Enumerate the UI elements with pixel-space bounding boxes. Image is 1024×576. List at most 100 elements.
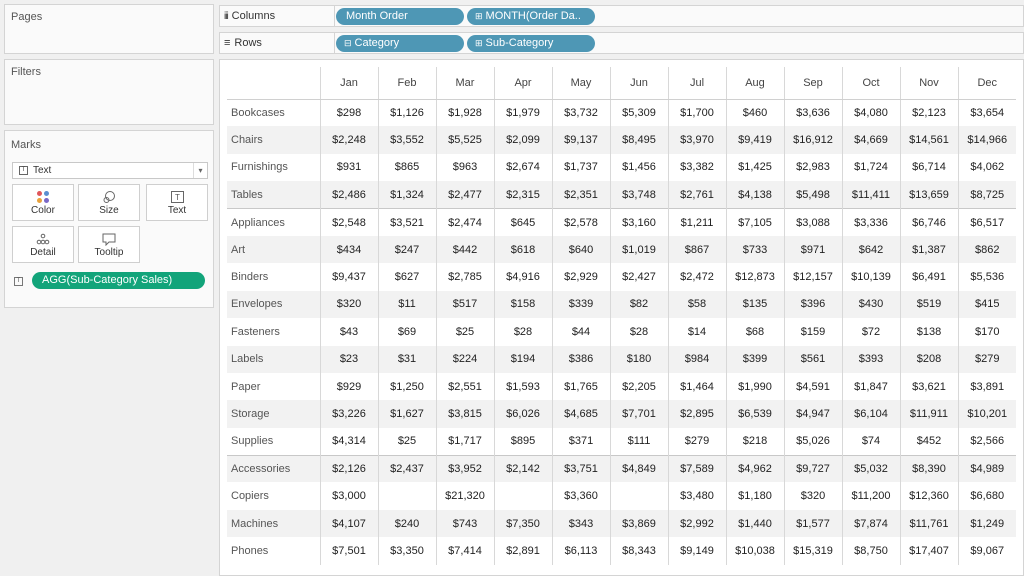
sales-cell[interactable]: $4,138	[725, 181, 784, 209]
sales-cell[interactable]: $3,751	[551, 454, 610, 483]
sales-cell[interactable]: $386	[551, 345, 610, 373]
sales-cell[interactable]: $9,419	[725, 126, 784, 154]
sales-cell[interactable]: $320	[783, 482, 842, 510]
sales-cell[interactable]: $4,314	[319, 427, 378, 456]
size-button[interactable]: Size	[78, 184, 140, 221]
sales-cell[interactable]: $3,970	[667, 126, 726, 154]
sales-cell[interactable]: $3,521	[377, 208, 436, 236]
sub-category-header[interactable]: Envelopes	[227, 290, 320, 319]
sales-cell[interactable]: $224	[435, 345, 494, 373]
rows-shelf[interactable]: ≡ Rows ⊟ Category ⊞ Sub-Category	[219, 32, 1024, 54]
sales-cell[interactable]: $4,107	[319, 509, 378, 538]
detail-button[interactable]: Detail	[12, 226, 74, 263]
sub-category-header[interactable]: Art	[227, 235, 320, 264]
sales-cell[interactable]: $1,324	[377, 181, 436, 209]
sales-cell[interactable]: $180	[609, 345, 668, 373]
tooltip-button[interactable]: Tooltip	[78, 226, 140, 263]
month-header[interactable]: May	[551, 67, 610, 100]
sub-category-header[interactable]: Binders	[231, 271, 269, 284]
sub-category-header[interactable]: Tables	[227, 181, 320, 209]
sales-cell[interactable]: $6,746	[899, 208, 958, 236]
sales-cell[interactable]: $69	[377, 318, 436, 346]
sales-cell[interactable]: $343	[551, 509, 610, 538]
month-header[interactable]: Dec	[957, 67, 1016, 100]
sales-cell[interactable]: $4,962	[725, 454, 784, 483]
sales-cell[interactable]: $2,142	[493, 454, 552, 483]
sales-cell[interactable]: $8,343	[609, 537, 668, 565]
month-header[interactable]: Nov	[899, 67, 958, 100]
sales-cell[interactable]: $3,636	[783, 99, 842, 127]
sales-cell[interactable]: $14,561	[899, 126, 958, 154]
sales-cell[interactable]: $3,382	[667, 153, 726, 182]
sales-cell[interactable]: $14,966	[957, 126, 1016, 154]
sales-cell[interactable]: $2,315	[493, 181, 552, 209]
sales-cell[interactable]: $2,551	[435, 372, 494, 401]
sales-cell[interactable]: $11,911	[899, 400, 958, 428]
sub-category-header[interactable]: Supplies	[231, 435, 274, 448]
sales-cell[interactable]: $2,437	[377, 454, 436, 483]
sales-cell[interactable]: $415	[957, 290, 1016, 319]
sales-cell[interactable]: $1,464	[667, 372, 726, 401]
sales-cell[interactable]: $399	[725, 345, 784, 373]
sales-cell[interactable]: $1,765	[551, 372, 610, 401]
sub-category-header[interactable]: Accessories	[227, 454, 320, 483]
sales-cell[interactable]: $7,874	[841, 509, 900, 538]
sales-cell[interactable]: $11	[377, 290, 436, 319]
sales-cell[interactable]: $4,591	[783, 372, 842, 401]
sales-cell[interactable]: $865	[377, 153, 436, 182]
sales-cell[interactable]: $867	[667, 235, 726, 264]
sales-cell[interactable]: $159	[783, 318, 842, 346]
sales-cell[interactable]: $929	[319, 372, 378, 401]
sales-cell[interactable]: $8,725	[957, 181, 1016, 209]
sales-cell[interactable]: $3,552	[377, 126, 436, 154]
sales-cell[interactable]: $28	[493, 318, 552, 346]
sales-cell[interactable]: $8,495	[609, 126, 668, 154]
sales-cell[interactable]	[493, 482, 552, 510]
sales-cell[interactable]: $25	[377, 427, 436, 456]
sales-cell[interactable]: $279	[667, 427, 726, 456]
sales-cell[interactable]: $895	[493, 427, 552, 456]
sub-category-header[interactable]: Appliances	[227, 208, 320, 236]
sales-cell[interactable]: $14	[667, 318, 726, 346]
sales-cell[interactable]: $1,627	[377, 400, 436, 428]
sales-cell[interactable]: $2,761	[667, 181, 726, 209]
sales-cell[interactable]: $517	[435, 290, 494, 319]
sales-cell[interactable]: $240	[377, 509, 436, 538]
sales-cell[interactable]: $9,137	[551, 126, 610, 154]
sales-cell[interactable]: $44	[551, 318, 610, 346]
sales-cell[interactable]: $5,026	[783, 427, 842, 456]
sales-cell[interactable]: $2,123	[899, 99, 958, 127]
sales-cell[interactable]: $3,891	[957, 372, 1016, 401]
sales-cell[interactable]: $2,895	[667, 400, 726, 428]
sales-cell[interactable]: $4,080	[841, 99, 900, 127]
sales-cell[interactable]: $2,477	[435, 181, 494, 209]
month-header[interactable]: Jul	[667, 67, 726, 100]
sales-cell[interactable]: $7,414	[435, 537, 494, 565]
sales-cell[interactable]: $931	[319, 153, 378, 182]
sales-cell[interactable]: $2,427	[609, 263, 668, 291]
sales-cell[interactable]: $2,099	[493, 126, 552, 154]
sales-cell[interactable]: $12,873	[725, 263, 784, 291]
sales-cell[interactable]: $11,411	[841, 181, 900, 209]
sales-cell[interactable]: $1,425	[725, 153, 784, 182]
sales-cell[interactable]: $1,928	[435, 99, 494, 127]
sales-cell[interactable]: $1,990	[725, 372, 784, 401]
sales-cell[interactable]: $743	[435, 509, 494, 538]
sales-cell[interactable]: $74	[841, 427, 900, 456]
sales-cell[interactable]: $5,309	[609, 99, 668, 127]
sales-cell[interactable]: $11,761	[899, 509, 958, 538]
sales-cell[interactable]: $1,577	[783, 509, 842, 538]
sales-cell[interactable]: $3,336	[841, 208, 900, 236]
sales-cell[interactable]: $43	[319, 318, 378, 346]
sales-cell[interactable]: $8,390	[899, 454, 958, 483]
sales-cell[interactable]: $3,748	[609, 181, 668, 209]
sales-cell[interactable]: $5,032	[841, 454, 900, 483]
sales-cell[interactable]: $298	[319, 99, 378, 127]
sales-cell[interactable]: $396	[783, 290, 842, 319]
sales-cell[interactable]: $9,149	[667, 537, 726, 565]
month-order-date-pill[interactable]: ⊞ MONTH(Order Da..	[467, 8, 595, 25]
filters-card[interactable]: Filters	[4, 59, 214, 125]
sales-cell[interactable]: $7,105	[725, 208, 784, 236]
sales-cell[interactable]: $339	[551, 290, 610, 319]
sales-cell[interactable]: $6,026	[493, 400, 552, 428]
